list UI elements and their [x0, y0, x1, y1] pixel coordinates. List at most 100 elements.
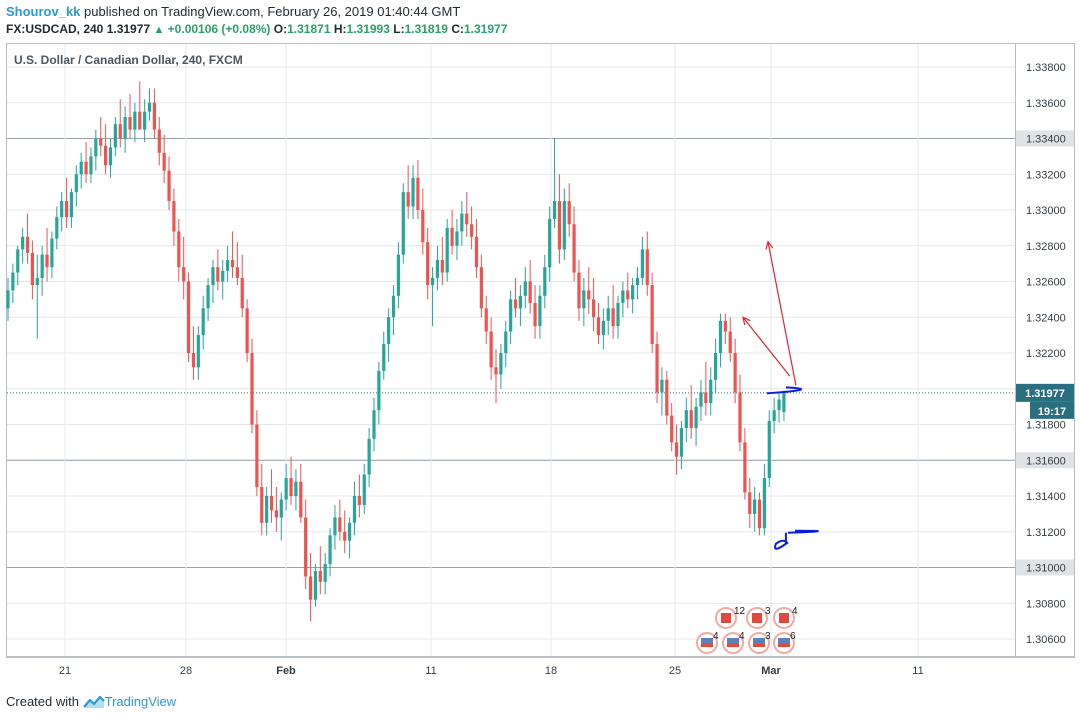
candle: [60, 192, 64, 232]
candle-body: [235, 267, 239, 278]
candle-body: [216, 267, 220, 282]
candle-body: [704, 392, 708, 404]
candle: [177, 218, 181, 282]
candle-body: [167, 170, 171, 202]
candle: [279, 492, 283, 541]
price-tick-label: 1.33400: [1026, 134, 1066, 146]
candle-body: [211, 267, 215, 286]
candle: [587, 267, 591, 314]
candle: [567, 183, 571, 237]
candle: [562, 188, 566, 261]
price-tick-label: 1.33200: [1026, 169, 1066, 181]
candle-body: [162, 152, 166, 171]
tradingview-brand[interactable]: TradingView: [104, 694, 177, 709]
level-tag: [1016, 130, 1074, 147]
candle: [108, 138, 113, 178]
candle: [99, 117, 103, 157]
candle-body: [250, 353, 254, 425]
candle-body: [372, 410, 376, 439]
candle-body: [440, 260, 444, 273]
candle: [777, 392, 781, 423]
candle-body: [323, 563, 327, 582]
candle: [211, 260, 215, 303]
candle-body: [733, 353, 737, 393]
candle: [40, 245, 44, 296]
candle-body: [343, 531, 347, 541]
author-link[interactable]: Shourov_kk: [6, 4, 81, 19]
candle-body: [689, 410, 693, 429]
candle: [274, 487, 278, 532]
candle-body: [577, 272, 581, 309]
candle: [260, 463, 264, 536]
candle: [572, 206, 576, 282]
candle: [143, 99, 147, 143]
flag-stripe: [701, 644, 713, 647]
candle-body: [313, 571, 318, 600]
candle: [255, 410, 259, 496]
last-price-tag: [1016, 383, 1074, 402]
publish-info: Shourov_kk published on TradingView.com,…: [6, 4, 460, 19]
candle: [738, 374, 742, 452]
event-marker-us: 6: [773, 631, 796, 654]
candle-body: [104, 145, 108, 166]
candle-body: [592, 299, 596, 318]
candle: [709, 367, 713, 416]
time-tick-label: 18: [545, 665, 557, 677]
candle-body: [123, 117, 127, 139]
candle: [474, 218, 479, 278]
candlestick-chart[interactable]: 1.30600 1.30800 1.31000 1.31200 1.31400 1.316…: [0, 40, 1080, 685]
price-change: +0.00106 (+0.08%): [167, 22, 271, 36]
candle: [64, 177, 69, 228]
candle: [308, 553, 313, 622]
candle: [30, 240, 34, 300]
price-tick-label: 1.33800: [1026, 62, 1066, 74]
candle: [372, 397, 376, 452]
candle: [411, 165, 415, 219]
event-marker-ca: 3: [746, 606, 771, 629]
tradingview-logo-icon: [82, 695, 105, 712]
candle: [362, 463, 366, 514]
time-tick-label: 28: [180, 665, 192, 677]
price-tick-label: 1.31600: [1026, 455, 1066, 467]
candle: [294, 469, 298, 511]
candle-body: [645, 249, 649, 286]
candle: [499, 344, 503, 389]
candle-body: [79, 161, 83, 175]
drawings[interactable]: [742, 240, 819, 550]
price-tick-label: 1.33600: [1026, 98, 1066, 110]
economic-events[interactable]: 12 3 4 4 4 3 6: [696, 606, 798, 654]
candle-body: [626, 290, 630, 300]
candle: [128, 93, 132, 139]
candle: [387, 308, 391, 362]
candle-body: [640, 249, 644, 278]
candle: [230, 231, 235, 278]
candle-body: [201, 308, 205, 336]
candle: [138, 81, 142, 130]
candle: [313, 563, 318, 607]
candle-body: [777, 399, 781, 411]
candle: [660, 367, 664, 416]
high-value: 1.31993: [346, 22, 390, 36]
candle-body: [718, 320, 723, 353]
price-axis[interactable]: 1.30600 1.30800 1.31000 1.31200 1.31400 1.316…: [1016, 62, 1074, 646]
candle: [421, 188, 425, 255]
candle: [191, 326, 196, 380]
candle-body: [367, 438, 371, 475]
candle-body: [743, 442, 747, 493]
candle-body: [533, 302, 537, 327]
flag-fill: [752, 613, 762, 623]
candle: [640, 236, 644, 286]
candle-body: [499, 353, 503, 375]
candle: [494, 349, 498, 404]
candle: [289, 456, 293, 505]
candle-body: [782, 392, 786, 412]
candle-body: [699, 392, 703, 407]
candle: [426, 227, 430, 300]
candle-body: [391, 295, 396, 318]
candle-body: [60, 201, 64, 218]
time-axis[interactable]: 21 28 Feb 11 18 25 Mar 11: [59, 665, 924, 677]
candle-body: [738, 392, 742, 443]
candle: [6, 277, 10, 321]
flag-fill: [778, 638, 790, 647]
event-count: 6: [790, 631, 796, 642]
